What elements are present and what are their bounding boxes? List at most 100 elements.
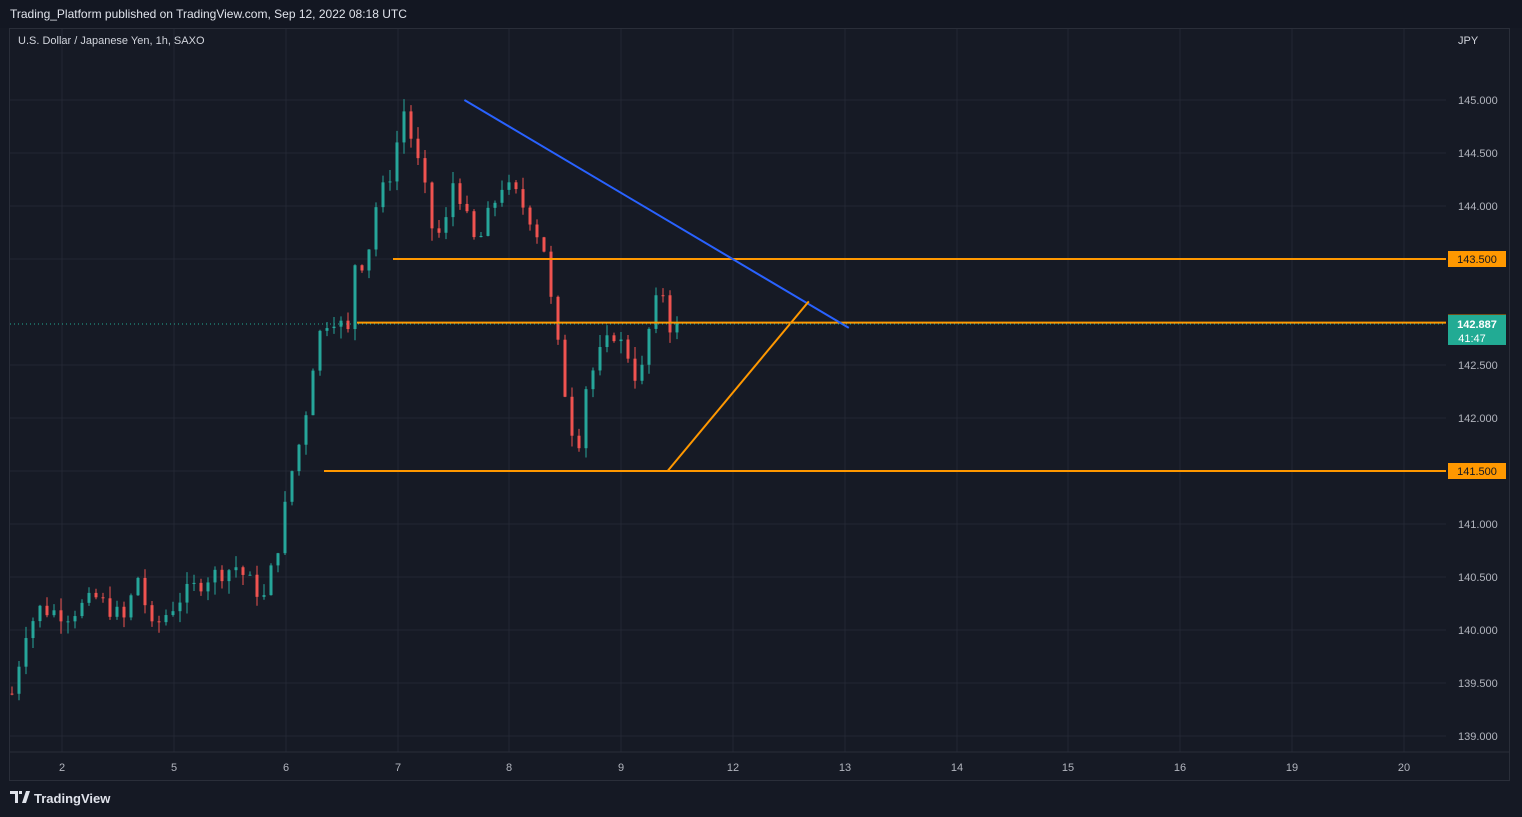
level-price-label: 141.500 xyxy=(1457,466,1497,478)
candle-body xyxy=(276,553,280,566)
x-tick-label: 9 xyxy=(618,762,624,774)
candle-body xyxy=(423,158,427,183)
candle-body xyxy=(430,182,434,229)
last-price-tag xyxy=(1448,314,1506,345)
candle-body xyxy=(458,183,462,204)
x-tick-label: 8 xyxy=(506,762,512,774)
candle-body xyxy=(157,621,161,623)
candle-body xyxy=(269,565,273,596)
y-tick-label: 144.500 xyxy=(1458,148,1498,160)
candle-body xyxy=(542,237,546,252)
candle-body xyxy=(507,182,511,190)
candle-body xyxy=(339,320,343,327)
candle-body xyxy=(164,615,168,623)
candle-body xyxy=(556,296,560,340)
ascending-trendline[interactable] xyxy=(666,300,810,472)
x-tick-label: 20 xyxy=(1398,762,1410,774)
brand-name: TradingView xyxy=(34,791,111,806)
candle-body xyxy=(192,582,196,584)
candle-body xyxy=(108,598,112,617)
candle-body xyxy=(661,295,665,297)
candle-body xyxy=(367,249,371,271)
candle-body xyxy=(304,415,308,445)
candle-body xyxy=(598,347,602,371)
candle-body xyxy=(360,265,364,271)
level-price-tag xyxy=(1448,251,1506,267)
candle-body xyxy=(528,207,532,225)
candle-body xyxy=(143,577,147,606)
candle-body xyxy=(402,111,406,143)
last-price-label: 142.887 xyxy=(1457,319,1497,331)
x-tick-label: 7 xyxy=(395,762,401,774)
candle-body xyxy=(206,582,210,592)
x-tick-label: 14 xyxy=(951,762,963,774)
candle-body xyxy=(80,602,84,617)
candle-body xyxy=(52,610,56,616)
y-tick-label: 142.500 xyxy=(1458,360,1498,372)
level-price-tag xyxy=(1448,463,1506,479)
candle-body xyxy=(73,616,77,622)
candle-body xyxy=(591,370,595,390)
candle-body xyxy=(297,444,301,472)
candle-body xyxy=(486,207,490,236)
candle-body xyxy=(619,339,623,342)
candle-body xyxy=(388,181,392,183)
candle-body xyxy=(241,567,245,575)
candle-body xyxy=(38,605,42,622)
y-tick-label: 141.000 xyxy=(1458,519,1498,531)
tradingview-logo[interactable]: TradingView xyxy=(10,791,110,806)
candle-body xyxy=(479,235,483,238)
candle-body xyxy=(87,592,91,603)
candle-body xyxy=(311,370,315,416)
candle-body xyxy=(381,182,385,208)
candle-body xyxy=(199,582,203,592)
candle-body xyxy=(66,621,70,623)
candle-body xyxy=(374,207,378,250)
symbol-title: U.S. Dollar / Japanese Yen, 1h, SAXO xyxy=(18,35,205,47)
candle-body xyxy=(654,295,658,329)
candle-body xyxy=(626,339,630,359)
candle-body xyxy=(675,322,679,333)
x-tick-label: 5 xyxy=(171,762,177,774)
candle-body xyxy=(577,435,581,449)
candle-body xyxy=(283,501,287,554)
candle-body xyxy=(255,574,259,597)
candle-body xyxy=(59,610,63,622)
top-bar: Trading_Platform published on TradingVie… xyxy=(0,0,1522,28)
candle-body xyxy=(493,202,497,208)
y-tick-label: 139.000 xyxy=(1458,731,1498,743)
descending-trendline[interactable] xyxy=(463,99,850,329)
candle-body xyxy=(101,597,105,599)
published-caption: Trading_Platform published on TradingVie… xyxy=(10,7,407,21)
candle-body xyxy=(570,396,574,436)
x-tick-label: 6 xyxy=(283,762,289,774)
candle-body xyxy=(563,339,567,397)
candle-body xyxy=(31,621,35,639)
candle-body xyxy=(465,203,469,212)
candle-body xyxy=(451,183,455,218)
x-tick-label: 12 xyxy=(727,762,739,774)
x-tick-label: 2 xyxy=(59,762,65,774)
candle-body xyxy=(521,189,525,208)
y-tick-label: 142.000 xyxy=(1458,413,1498,425)
candle-body xyxy=(227,570,231,582)
y-tick-label: 145.000 xyxy=(1458,95,1498,107)
candle-body xyxy=(248,574,252,576)
candle-body xyxy=(549,251,553,297)
candle-body xyxy=(444,217,448,233)
candle-body xyxy=(136,577,140,596)
y-tick-label: 144.000 xyxy=(1458,201,1498,213)
candle-body xyxy=(605,335,609,348)
y-tick-label: 139.500 xyxy=(1458,678,1498,690)
x-tick-label: 19 xyxy=(1286,762,1298,774)
candle-body xyxy=(122,606,126,618)
candle-body xyxy=(220,569,224,582)
candle-body xyxy=(234,567,238,571)
candle-body xyxy=(94,592,98,598)
candle-body xyxy=(171,611,175,616)
candle-body xyxy=(178,602,182,612)
candle-body xyxy=(472,211,476,238)
candle-body xyxy=(353,265,357,330)
candle-body xyxy=(17,666,21,694)
